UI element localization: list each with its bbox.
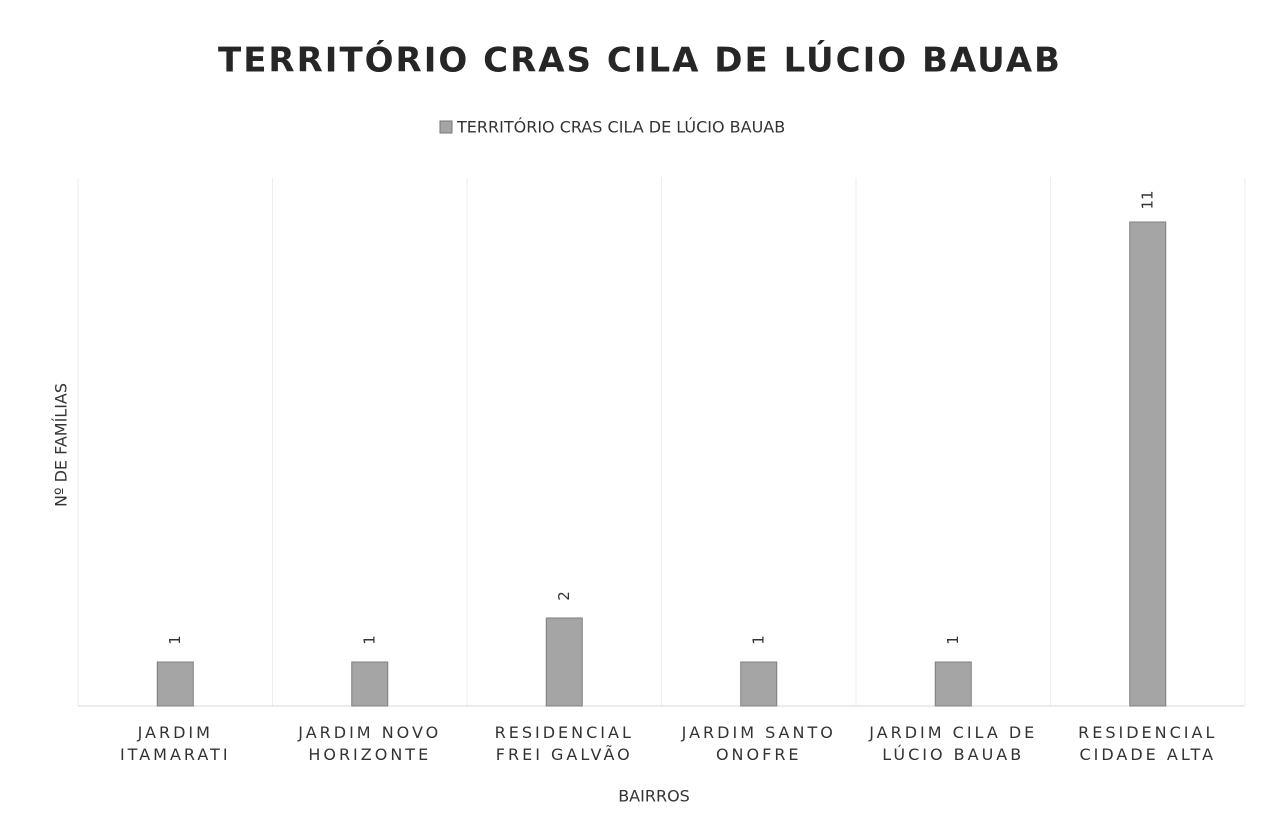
- x-tick-label: RESIDENCIAL FREI GALVÃO: [494, 723, 634, 764]
- bar: [156, 661, 194, 707]
- x-tick-label: JARDIM NOVO HORIZONTE: [298, 723, 442, 764]
- bar: [934, 661, 972, 707]
- x-tick-label: RESIDENCIAL CIDADE ALTA: [1078, 723, 1218, 764]
- bar: [545, 617, 583, 707]
- data-label: 1: [749, 635, 767, 645]
- x-tick-label: JARDIM ITAMARATI: [119, 723, 231, 764]
- legend-swatch: [439, 120, 453, 134]
- legend-label: TERRITÓRIO CRAS CILA DE LÚCIO BAUAB: [456, 118, 785, 137]
- bar: [351, 661, 389, 707]
- x-tick-label: JARDIM SANTO ONOFRE: [681, 723, 836, 764]
- data-label: 1: [944, 635, 962, 645]
- y-axis-label: Nº DE FAMÍLIAS: [52, 383, 71, 507]
- x-axis-label: BAIRROS: [618, 787, 690, 806]
- data-label: 1: [166, 635, 184, 645]
- data-label: 2: [555, 591, 573, 601]
- data-label: 11: [1138, 190, 1156, 209]
- chart-title: TERRITÓRIO CRAS CILA DE LÚCIO BAUAB: [218, 40, 1062, 81]
- bar: [1129, 221, 1167, 707]
- bar: [740, 661, 778, 707]
- data-label: 1: [360, 635, 378, 645]
- x-tick-label: JARDIM CILA DE LÚCIO BAUAB: [869, 723, 1038, 764]
